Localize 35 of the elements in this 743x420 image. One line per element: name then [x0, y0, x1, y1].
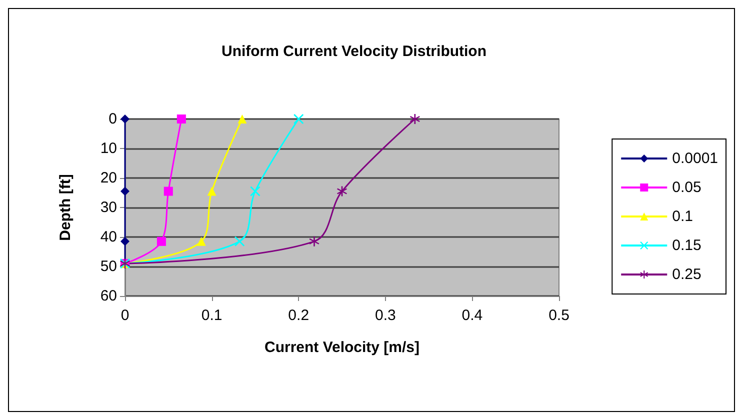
point — [120, 186, 130, 196]
y-tick-label: 50 — [100, 258, 117, 275]
point — [176, 114, 186, 124]
x-tick-label: 0 — [120, 307, 130, 324]
x-tick-label: 0.1 — [201, 307, 222, 324]
point — [156, 236, 166, 246]
x-tick-label: 0.3 — [374, 307, 396, 324]
y-tick-label: 60 — [100, 288, 117, 304]
y-tick-label: 20 — [100, 170, 117, 186]
y-tick-label: 40 — [100, 228, 117, 246]
y-tick-label: 30 — [100, 199, 117, 216]
point — [207, 186, 216, 196]
point — [294, 114, 304, 124]
chart-title: Uniform Current Velocity Distribution — [221, 43, 487, 60]
legend-label: 0.15 — [672, 237, 702, 254]
point — [250, 186, 260, 196]
x-axis-title: Current Velocity [m/s] — [264, 339, 420, 356]
point — [164, 186, 173, 196]
legend-label: 0.25 — [672, 266, 702, 283]
point — [337, 186, 347, 196]
point — [238, 114, 247, 124]
legend-label: 0.1 — [672, 208, 693, 225]
x-tick-label: 0.4 — [462, 307, 483, 324]
x-tick-label: 0.2 — [288, 307, 310, 324]
y-tick-label: 10 — [100, 140, 117, 157]
point — [410, 114, 420, 124]
y-tick-label: 0 — [108, 110, 117, 128]
y-axis-title: Depth [ft] — [57, 174, 74, 241]
legend-label: 0.05 — [672, 179, 702, 196]
point — [120, 236, 130, 246]
x-tick-label: 0.5 — [548, 307, 570, 324]
point — [196, 236, 206, 246]
point — [234, 236, 245, 246]
point — [309, 236, 320, 246]
legend-label: 0.0001 — [672, 150, 718, 167]
